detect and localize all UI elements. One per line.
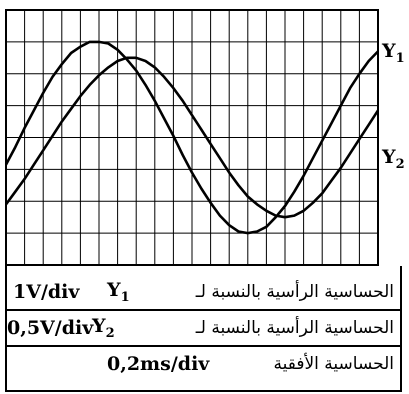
settings-divider bbox=[7, 309, 400, 311]
signal-curves bbox=[4, 40, 380, 235]
horizontal-sensitivity-value: 0,2ms/div bbox=[107, 352, 210, 375]
settings-divider bbox=[7, 345, 400, 347]
settings-row-y1: 1V/div Y1 الحساسية الرأسية بالنسبة لـ bbox=[7, 276, 400, 307]
settings-row-horizontal: 0,2ms/div الحساسية الأفقية bbox=[7, 348, 400, 379]
horizontal-sensitivity-label: الحساسية الأفقية bbox=[273, 353, 394, 374]
y2-curve-label: Y2 bbox=[381, 146, 405, 172]
y1-channel-label: Y1 bbox=[107, 278, 130, 305]
y2-sensitivity-label: الحساسية الرأسية بالنسبة لـ bbox=[195, 317, 394, 338]
screen-border bbox=[5, 9, 379, 266]
settings-panel: 1V/div Y1 الحساسية الرأسية بالنسبة لـ 0,… bbox=[5, 266, 402, 392]
settings-row-y2: 0,5V/div Y2 الحساسية الرأسية بالنسبة لـ bbox=[7, 312, 400, 343]
y1-curve-label: Y1 bbox=[381, 40, 405, 66]
y1-sensitivity-value: 1V/div bbox=[13, 280, 80, 303]
screen-grid bbox=[5, 9, 379, 266]
y1-sensitivity-label: الحساسية الرأسية بالنسبة لـ bbox=[195, 281, 394, 302]
signal-curve-y2 bbox=[4, 56, 380, 219]
signal-curve-y1 bbox=[4, 40, 379, 235]
y2-channel-label: Y2 bbox=[92, 314, 115, 341]
y2-sensitivity-value: 0,5V/div bbox=[7, 316, 94, 339]
